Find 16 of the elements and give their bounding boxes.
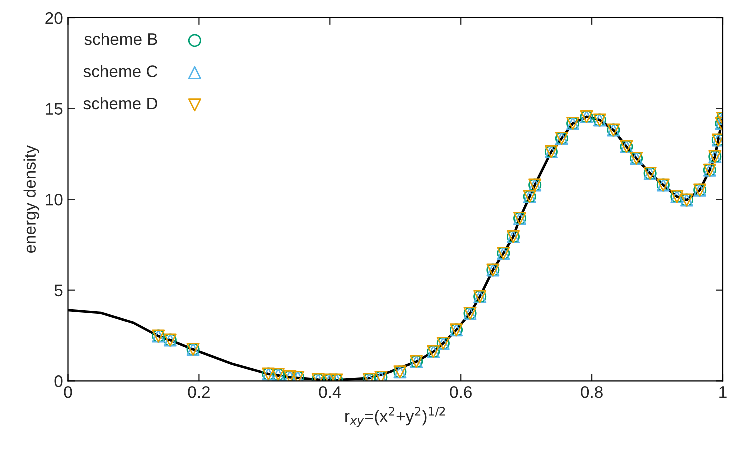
y-tick-label: 0 [54, 376, 63, 388]
legend-label: scheme D [84, 97, 158, 110]
y-tick-label: 20 [46, 12, 63, 24]
x-tick-label: 1 [720, 386, 727, 398]
y-tick-label: 5 [54, 284, 63, 297]
x-tick-label: 0.2 [188, 386, 210, 398]
x-tick-label: 0.8 [581, 386, 603, 398]
y-tick-label: 15 [46, 103, 63, 115]
legend-label: scheme C [84, 65, 158, 78]
y-tick-label: 10 [46, 194, 63, 206]
y-axis-title: energy density [24, 145, 40, 254]
x-tick-label: 0.6 [450, 386, 472, 398]
x-tick-label: 0.4 [319, 386, 342, 398]
x-axis-title: r$_{xy}$=(x$^{2}$+y$^{2}$)$^{1/2}$ [346, 407, 446, 428]
x-tick-label: 0 [64, 386, 72, 398]
legend-label: scheme B [84, 33, 158, 46]
